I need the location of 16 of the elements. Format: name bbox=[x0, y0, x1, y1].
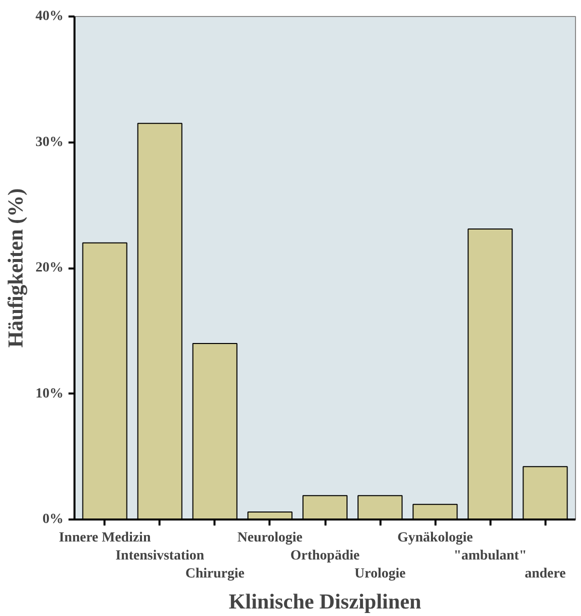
x-tick-label: Intensivstation bbox=[115, 548, 204, 564]
x-tick-label: Chirurgie bbox=[185, 566, 244, 582]
y-tick-label: 20% bbox=[36, 260, 64, 276]
y-tick-label: 30% bbox=[36, 134, 64, 150]
x-tick-label: "ambulant" bbox=[454, 548, 527, 564]
x-tick-label: andere bbox=[524, 566, 566, 582]
x-axis-title: Klinische Disziplinen bbox=[228, 590, 422, 614]
x-tick-label: Urologie bbox=[354, 566, 406, 582]
x-tick-label: Neurologie bbox=[237, 530, 302, 546]
y-tick-label: 10% bbox=[36, 386, 64, 402]
x-tick-label: Gynäkologie bbox=[397, 530, 473, 546]
y-tick-label: 40% bbox=[36, 9, 64, 24]
y-axis-title: Häufigkeiten (%) bbox=[4, 188, 28, 348]
y-tick-label: 0% bbox=[42, 512, 64, 527]
x-tick-label: Innere Medizin bbox=[58, 530, 151, 546]
x-tick-label: Orthopädie bbox=[290, 548, 360, 564]
